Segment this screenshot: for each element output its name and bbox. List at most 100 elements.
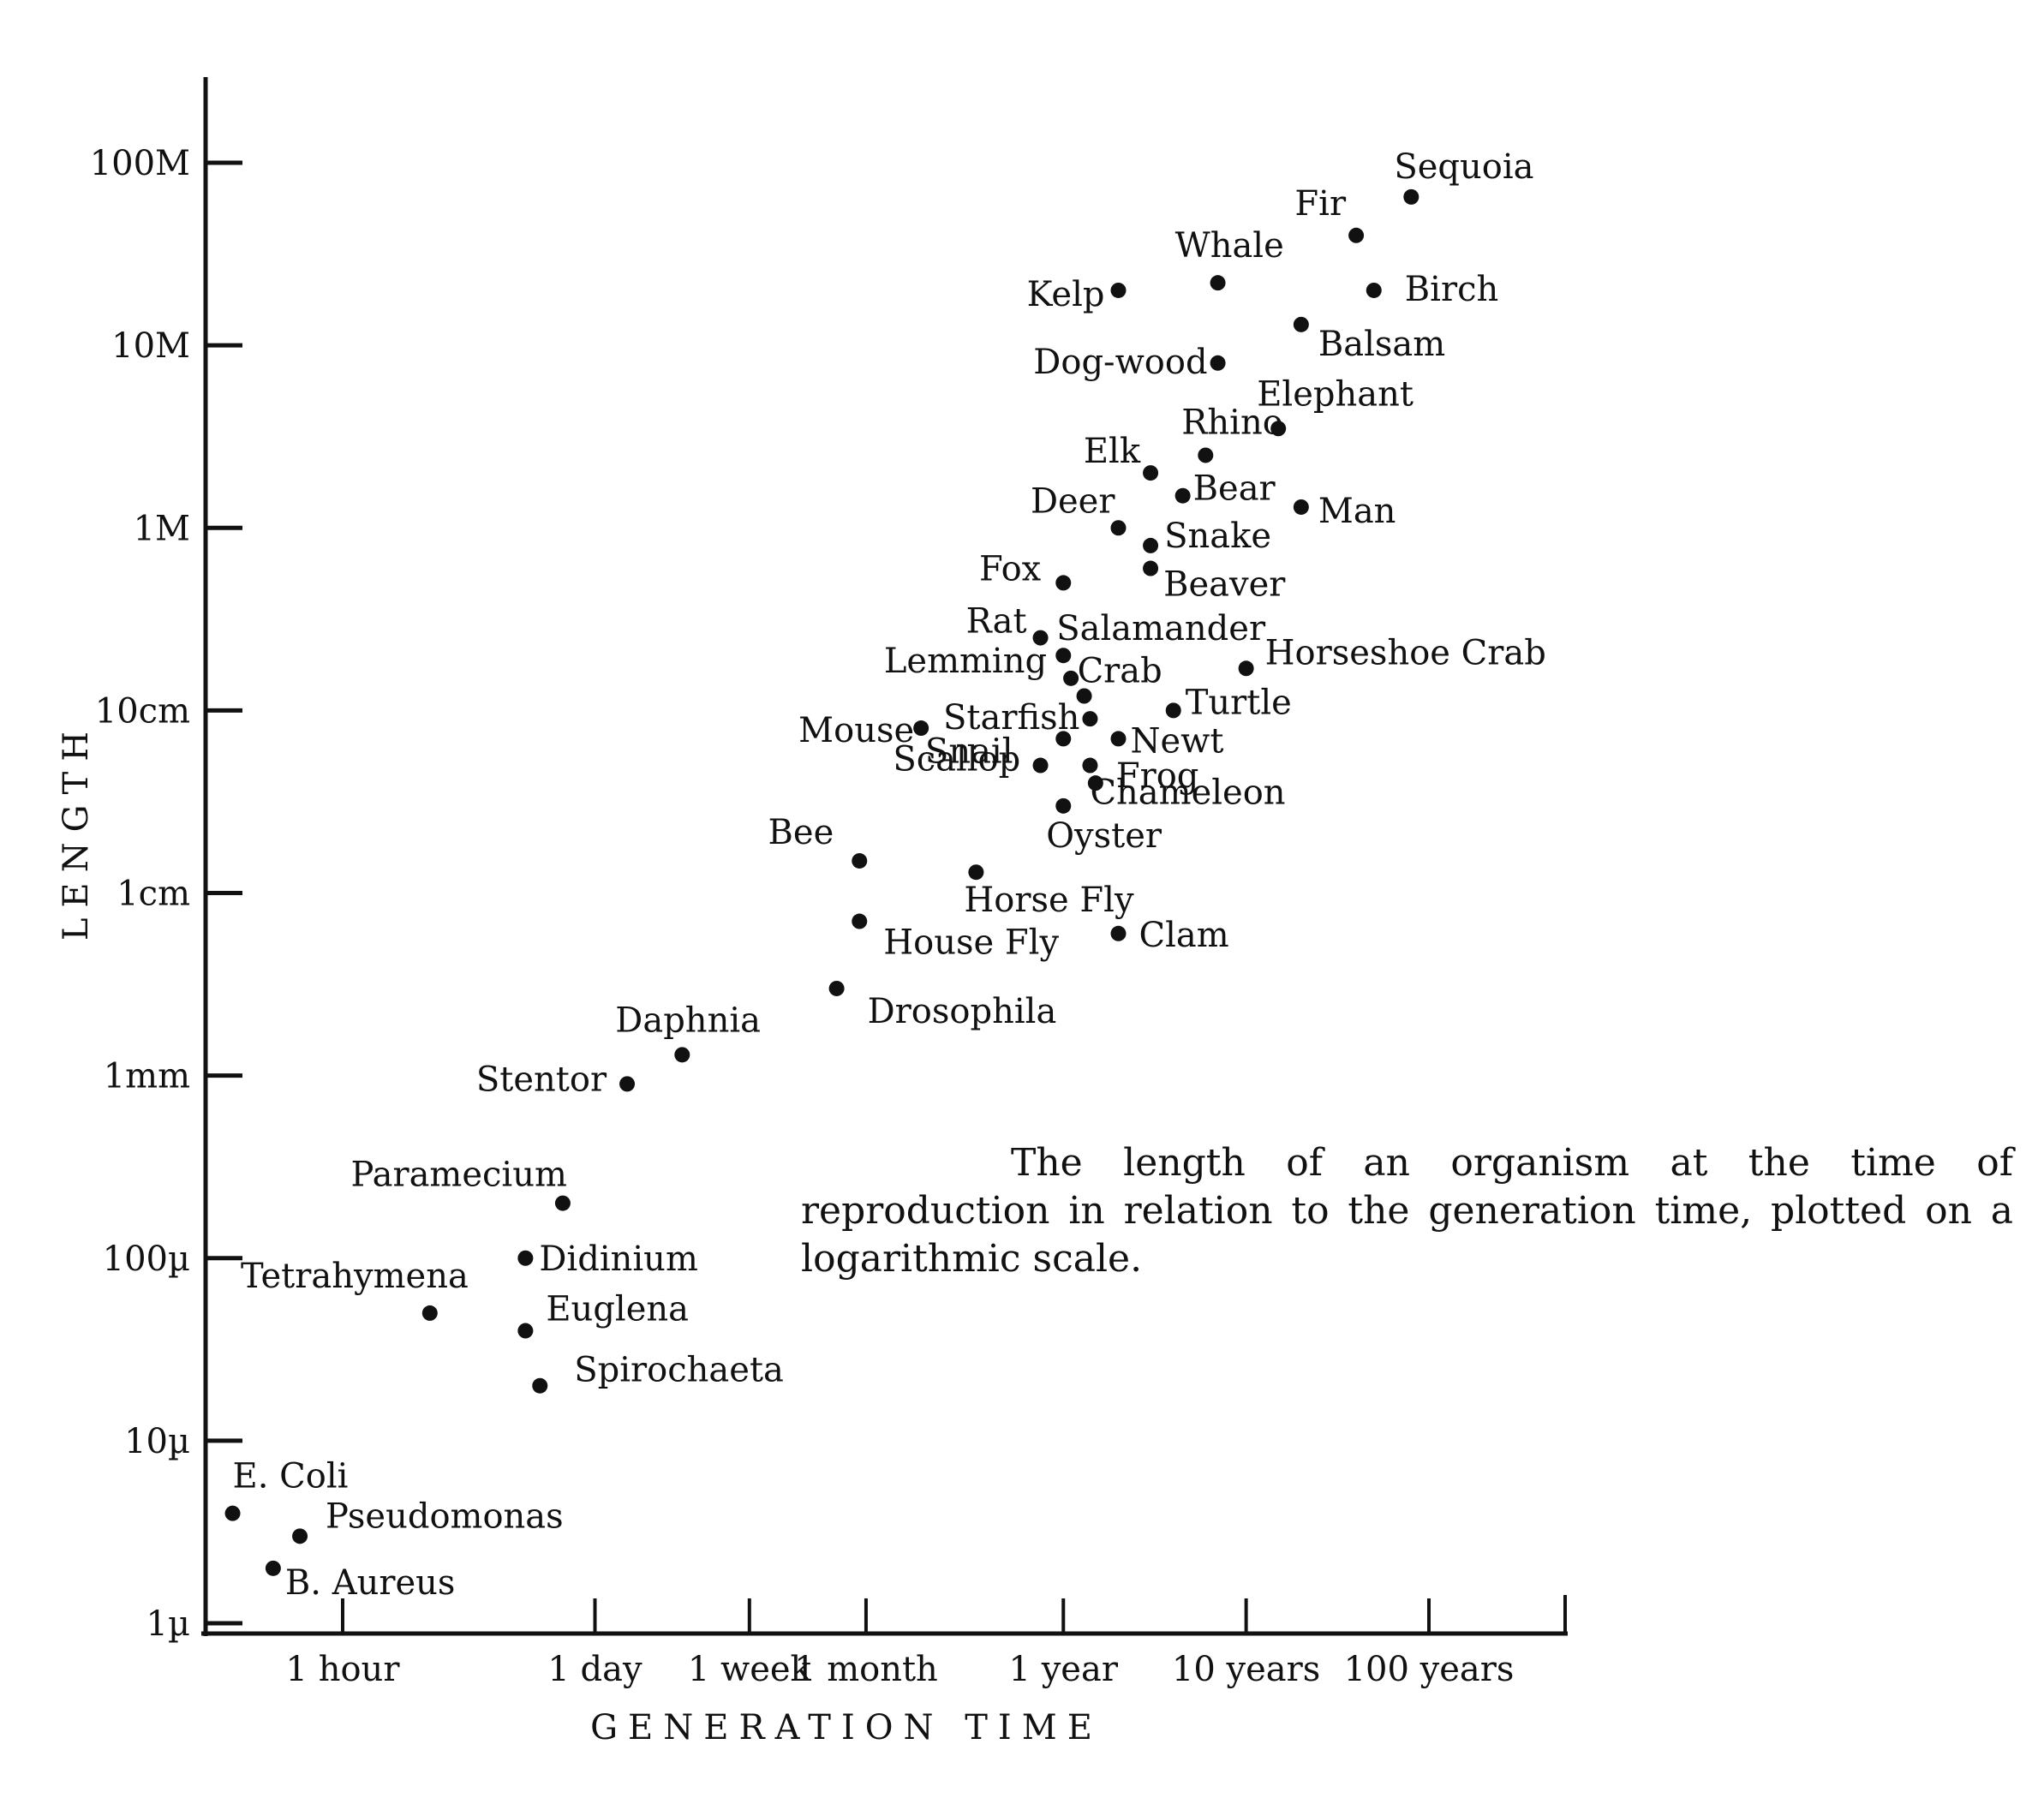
x-tick-label: 1 month — [794, 1650, 938, 1689]
x-tick-label: 10 years — [1172, 1650, 1320, 1689]
data-point-label: Mouse — [798, 711, 914, 750]
data-point — [1174, 487, 1191, 504]
data-point — [913, 720, 929, 737]
data-point-label: Pseudomonas — [326, 1496, 564, 1536]
y-tick-label: 10µ — [124, 1422, 190, 1461]
data-point-label: E. Coli — [233, 1457, 349, 1496]
data-point-label: Fox — [979, 549, 1042, 588]
data-point — [517, 1250, 534, 1266]
data-point-label: Elk — [1084, 432, 1141, 471]
x-tick-label: 1 hour — [286, 1650, 401, 1689]
data-point-label: Lemming — [884, 642, 1047, 681]
y-axis-title: LENGTH — [57, 721, 96, 941]
data-point — [1143, 560, 1159, 576]
data-point-label: Balsam — [1318, 325, 1445, 364]
data-point-label: Snail — [925, 732, 1013, 772]
data-point-label: Man — [1318, 492, 1396, 531]
data-point — [1110, 520, 1127, 536]
data-point — [1293, 316, 1309, 332]
data-point — [1366, 282, 1382, 298]
data-point — [1082, 711, 1098, 727]
data-point — [1076, 688, 1092, 704]
data-point-label: Fir — [1294, 184, 1347, 224]
data-point-label: Birch — [1405, 270, 1498, 309]
data-point-label: Horse Fly — [964, 881, 1134, 920]
data-point — [828, 980, 845, 996]
y-tick-label: 100µ — [103, 1240, 190, 1279]
data-point-label: Stentor — [476, 1060, 607, 1099]
data-point-label: B. Aureus — [285, 1563, 456, 1603]
data-point — [1082, 757, 1098, 774]
data-point-label: Drosophila — [868, 992, 1057, 1031]
data-point-label: Sequoia — [1394, 147, 1533, 187]
data-point — [1293, 499, 1309, 515]
data-point — [421, 1305, 438, 1321]
y-tick-label: 1mm — [104, 1057, 190, 1096]
data-point — [265, 1560, 281, 1576]
data-point-label: Beaver — [1163, 565, 1286, 605]
y-tick-label: 10M — [111, 326, 190, 366]
x-tick-label: 1 day — [547, 1650, 642, 1689]
data-point — [1165, 702, 1181, 719]
data-point — [517, 1323, 534, 1339]
data-point — [1210, 355, 1226, 371]
x-axis-title: GENERATION TIME — [590, 1708, 1103, 1747]
data-point-label: Oyster — [1046, 816, 1162, 856]
data-point — [1063, 670, 1079, 686]
data-point-label: Chameleon — [1090, 774, 1285, 813]
data-point — [1403, 188, 1419, 205]
data-point — [1110, 282, 1127, 298]
data-point-label: Tetrahymena — [241, 1257, 469, 1296]
y-tick-label: 100M — [90, 144, 190, 183]
y-tick-label: 10cm — [95, 691, 190, 731]
y-tick-label: 1M — [134, 509, 190, 548]
y-ticks: 1µ 10µ 100µ 1mm 1cm 10cm 1M 10M 100M — [90, 144, 242, 1644]
data-point-label: Starfish — [943, 698, 1079, 738]
data-point-label: Euglena — [546, 1290, 689, 1329]
y-tick-label: 1µ — [146, 1604, 190, 1644]
data-point-label: Salamander — [1056, 609, 1266, 648]
figure-caption: The length of an organism at the time of… — [801, 1141, 2013, 1281]
data-point — [1143, 537, 1159, 553]
data-point — [1055, 797, 1072, 814]
data-point-label: Horseshoe Crab — [1265, 633, 1546, 672]
data-point — [1032, 630, 1049, 646]
data-point — [1055, 731, 1072, 747]
data-point-label: Frog — [1116, 756, 1199, 796]
data-point-label: Rhino — [1181, 403, 1283, 442]
data-point-label: Elephant — [1257, 374, 1413, 414]
data-point — [532, 1377, 548, 1394]
data-point — [968, 864, 984, 881]
data-point-label: Paramecium — [350, 1156, 566, 1195]
data-point — [1348, 227, 1365, 243]
data-point — [1210, 275, 1226, 291]
data-points: E. Coli B. Aureus Pseudomonas Tetrahymena Pa… — [224, 147, 1546, 1603]
data-point — [852, 913, 868, 929]
data-point — [224, 1505, 241, 1521]
data-point-label: Spirochaeta — [574, 1351, 784, 1390]
data-point-label: Newt — [1130, 721, 1223, 761]
data-point-label: Turtle — [1186, 683, 1292, 722]
data-point-label: Deer — [1031, 481, 1115, 521]
data-point — [1087, 775, 1103, 792]
data-point — [1032, 757, 1049, 774]
data-point — [852, 852, 868, 869]
data-point — [674, 1047, 690, 1063]
data-point-label: Bee — [768, 813, 834, 852]
x-tick-label: 100 years — [1344, 1650, 1515, 1689]
data-point — [1110, 731, 1127, 747]
y-tick-label: 1cm — [117, 875, 190, 914]
x-tick-label: 1 week — [688, 1650, 812, 1689]
data-point-label: Dog-wood — [1033, 343, 1207, 382]
data-point-label: Bear — [1193, 469, 1276, 509]
data-point — [292, 1528, 308, 1544]
data-point-label: Rat — [966, 602, 1027, 642]
data-point-label: Didinium — [539, 1240, 698, 1279]
x-tick-label: 1 year — [1009, 1650, 1119, 1689]
data-point — [1238, 660, 1254, 677]
data-point-label: Daphnia — [615, 1001, 761, 1040]
data-point — [1110, 925, 1127, 941]
